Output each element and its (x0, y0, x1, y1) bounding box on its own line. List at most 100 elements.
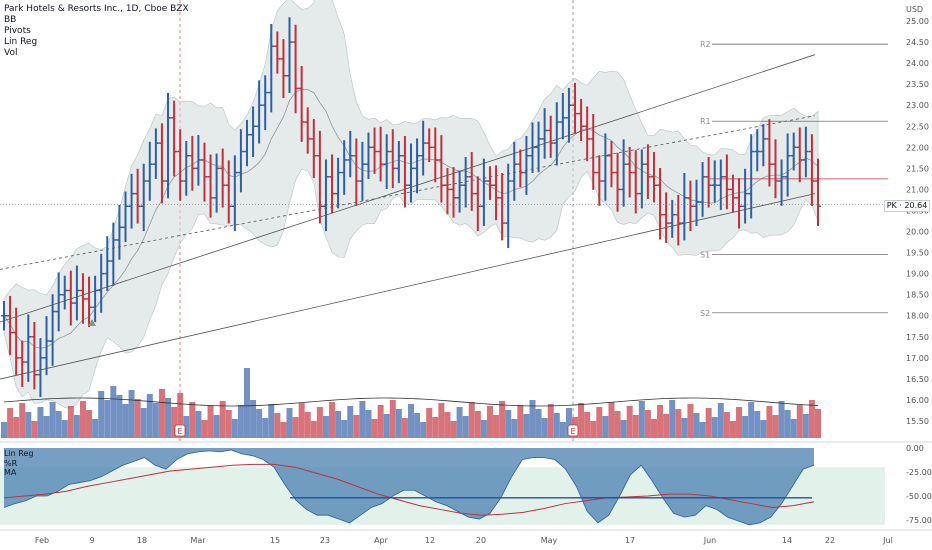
volume-bar (304, 412, 311, 438)
volume-bar (414, 413, 421, 438)
volume-bar (274, 413, 281, 438)
volume-bar (122, 404, 129, 438)
volume-ma-line (3, 397, 819, 407)
volume-bar (687, 404, 694, 438)
volume-bar (128, 390, 135, 438)
price-axis-tick: 21.50 (906, 164, 929, 173)
volume-bar (140, 408, 147, 438)
volume-bar (104, 400, 111, 438)
volume-bar (286, 408, 293, 438)
earnings-marker-label: E (570, 427, 575, 436)
price-axis-tick: 18.50 (906, 291, 929, 300)
volume-bar (365, 410, 372, 438)
volume-bar (177, 393, 184, 438)
volume-bar (644, 410, 651, 438)
volume-bar (292, 417, 299, 438)
legend-study-pivots[interactable]: Pivots (4, 26, 31, 36)
volume-bar (19, 403, 26, 438)
volume-bar (808, 400, 815, 438)
indicator-legend: Lin Reg %R MA (4, 449, 34, 478)
volume-bar (55, 411, 62, 438)
pivot-label-r1: R1 (700, 117, 711, 126)
indicator-legend-linreg[interactable]: Lin Reg (4, 449, 34, 458)
legend-study-bb[interactable]: BB (4, 15, 17, 25)
earnings-marker-label: E (177, 427, 182, 436)
time-axis-tick: 22 (825, 536, 835, 545)
volume-bar (480, 420, 487, 438)
volume-bar (420, 422, 427, 438)
volume-bar (298, 403, 305, 438)
volume-bar (389, 400, 396, 438)
volume-bar (742, 416, 749, 438)
volume-bar (474, 411, 481, 438)
volume-bar (43, 416, 50, 438)
volume-bar (681, 418, 688, 438)
volume-bar (626, 406, 633, 438)
linreg-mid (0, 115, 816, 270)
volume-bar (505, 410, 512, 438)
legend-study-linreg[interactable]: Lin Reg (4, 37, 38, 47)
volume-bar (237, 405, 244, 438)
volume-bar (693, 413, 700, 438)
volume-bar (699, 422, 706, 438)
volume-bar (201, 420, 208, 438)
volume-bar (158, 389, 165, 438)
volume-bar (395, 409, 402, 438)
volume-bar (79, 401, 86, 438)
price-axis-tick: 25.00 (906, 17, 929, 26)
time-axis-tick: 9 (89, 536, 94, 545)
volume-bar (134, 399, 141, 438)
volume-bar (183, 416, 190, 438)
volume-bar (335, 411, 342, 438)
williams-r-line (3, 449, 815, 526)
volume-bar (322, 416, 329, 438)
volume-bar (219, 401, 226, 438)
volume-bar (67, 406, 74, 438)
time-axis-tick: Jun (703, 536, 717, 545)
volume-bar (705, 408, 712, 438)
volume-bar (377, 405, 384, 438)
volume-bar (632, 415, 639, 438)
volume-bar (444, 412, 451, 438)
volume-bar (565, 408, 572, 438)
volume-bar (347, 406, 354, 438)
indicator-legend-williams-r[interactable]: %R (4, 458, 18, 468)
volume-bar (748, 402, 755, 438)
volume-bar (231, 419, 238, 438)
price-axis-tick: 17.50 (906, 333, 929, 342)
volume-bar (815, 409, 821, 438)
indicator-legend-ma[interactable]: MA (4, 468, 17, 477)
legend-study-vol[interactable]: Vol (4, 48, 18, 58)
volume-bar (256, 409, 263, 438)
time-axis-tick: May (541, 536, 558, 545)
price-axis-tick: 19.50 (906, 249, 929, 258)
williams-axis-tick: -75.00 (906, 516, 932, 525)
volume-bar (316, 407, 323, 438)
volume-bar (280, 422, 287, 438)
williams-axis-tick: 0.00 (906, 444, 924, 453)
volume-bar (657, 405, 664, 438)
volume-bar (1, 422, 7, 438)
volume-bar (736, 407, 743, 438)
volume-bar (541, 418, 548, 438)
price-axis-tick: 15.50 (906, 417, 929, 426)
price-axis-tick: 23.00 (906, 101, 929, 110)
volume-bar (717, 403, 724, 438)
time-axis-tick: Feb (35, 536, 49, 545)
chart-legend: Park Hotels & Resorts Inc., 1D, Cboe BZX… (4, 4, 189, 59)
pivot-label-s1: S1 (700, 251, 710, 260)
volume-bar (553, 413, 560, 438)
volume-bar (456, 407, 463, 438)
volume-bar (772, 415, 779, 438)
volume-bar (802, 414, 809, 438)
time-axis-tick: Jul (882, 536, 893, 545)
price-axis-tick: 22.50 (906, 122, 929, 131)
pivot-label-s2: S2 (700, 309, 710, 318)
volume-bar (61, 420, 68, 438)
volume-bar (213, 415, 220, 438)
volume-bar (796, 405, 803, 438)
earnings-marker (174, 424, 186, 437)
volume-bar (468, 402, 475, 438)
